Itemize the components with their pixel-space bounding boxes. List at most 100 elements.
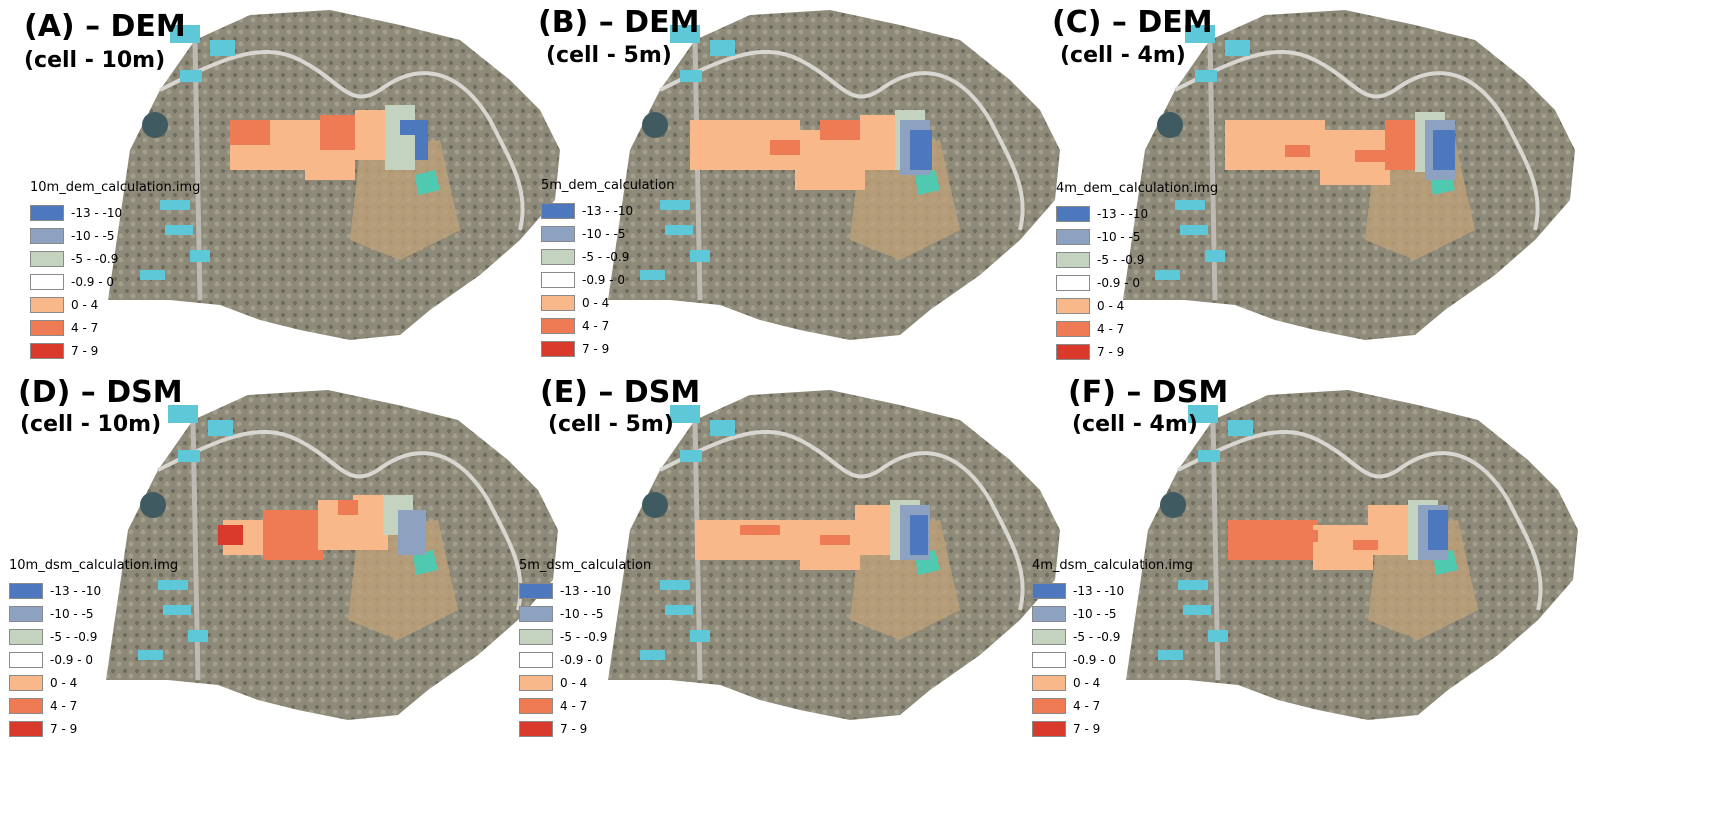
legend-title: 4m_dem_calculation.img <box>1056 181 1219 196</box>
legend-label: -5 - -0.9 <box>1073 629 1121 644</box>
elevation-change-cell <box>820 120 860 140</box>
legend-swatch <box>9 720 43 737</box>
legend-item: -13 - -10 <box>541 199 674 222</box>
elevation-change-cell <box>1428 510 1448 550</box>
legend-swatch <box>519 674 553 691</box>
elevation-change-cell <box>218 525 243 545</box>
building <box>180 70 202 82</box>
orthophoto-map-panel-4 <box>106 390 558 720</box>
legend-item: 7 - 9 <box>1056 340 1218 363</box>
legend: 4m_dsm_calculation.img -13 - -10 -10 - -5 -… <box>1032 558 1193 740</box>
legend-swatch <box>30 319 64 336</box>
legend-label: 4 - 7 <box>582 318 610 333</box>
building <box>210 40 235 56</box>
road-line <box>157 430 523 611</box>
legend-label: -0.9 - 0 <box>560 652 604 667</box>
water-tank <box>642 112 668 138</box>
legend-item: -13 - -10 <box>519 579 651 602</box>
building <box>1178 580 1208 590</box>
legend-item: -5 - -0.9 <box>1032 625 1193 648</box>
legend-item: 4 - 7 <box>30 316 200 339</box>
legend-swatch <box>1032 582 1066 599</box>
building <box>640 650 665 660</box>
elevation-change-cell <box>1268 530 1318 542</box>
terrain-area <box>106 390 558 720</box>
building <box>1198 450 1220 462</box>
legend-label: 4 - 7 <box>560 698 588 713</box>
legend-swatch <box>1056 297 1090 314</box>
legend-label: -5 - -0.9 <box>560 629 608 644</box>
building <box>680 450 702 462</box>
legend-swatch <box>1056 251 1090 268</box>
orthophoto-map-panel-1 <box>108 10 560 340</box>
legend-item: 0 - 4 <box>9 671 178 694</box>
legend-item: 7 - 9 <box>9 717 178 740</box>
legend-swatch <box>541 271 575 288</box>
legend-swatch <box>30 204 64 221</box>
elevation-change-cell <box>305 150 355 180</box>
water-tank <box>140 492 166 518</box>
legend-label: 7 - 9 <box>71 343 99 358</box>
legend-item: -0.9 - 0 <box>519 648 651 671</box>
elevation-change-cell <box>770 140 800 155</box>
legend-swatch <box>1032 720 1066 737</box>
legend-item: -10 - -5 <box>1032 602 1193 625</box>
legend-swatch <box>541 317 575 334</box>
legend-item: -10 - -5 <box>541 222 674 245</box>
building <box>140 270 165 280</box>
elevation-change-cell <box>263 510 323 560</box>
legend-label: -10 - -5 <box>582 226 626 241</box>
legend-label: -10 - -5 <box>50 606 94 621</box>
building <box>660 580 690 590</box>
legend-label: -10 - -5 <box>71 228 115 243</box>
legend-swatch <box>541 340 575 357</box>
legend-swatch <box>9 582 43 599</box>
legend-swatch <box>9 651 43 668</box>
legend-swatch <box>541 248 575 265</box>
legend-item: -10 - -5 <box>1056 225 1218 248</box>
building <box>1175 200 1205 210</box>
legend-swatch <box>1056 320 1090 337</box>
legend-label: -5 - -0.9 <box>71 251 119 266</box>
elevation-change-cell <box>230 120 270 145</box>
pond <box>915 170 940 195</box>
panel-subtitle: (cell - 10m) <box>24 48 166 73</box>
elevation-change-cell <box>355 110 385 160</box>
building <box>138 650 163 660</box>
pond <box>413 550 438 575</box>
building <box>1155 270 1180 280</box>
orthophoto-map-panel-5 <box>608 390 1060 720</box>
legend-swatch <box>541 202 575 219</box>
panel-subtitle: (cell - 5m) <box>548 412 674 437</box>
building <box>1205 250 1225 262</box>
legend-item: -5 - -0.9 <box>9 625 178 648</box>
elevation-change-cell <box>910 515 928 555</box>
legend-item: -0.9 - 0 <box>1032 648 1193 671</box>
elevation-change-cell <box>740 525 780 535</box>
legend-swatch <box>30 227 64 244</box>
legend-swatch <box>1032 605 1066 622</box>
road-line <box>659 50 1025 231</box>
building <box>1180 225 1208 235</box>
panel-subtitle: (cell - 5m) <box>546 43 672 68</box>
elevation-change-cell <box>820 535 850 545</box>
elevation-change-cell <box>1355 150 1385 162</box>
legend: 4m_dem_calculation.img -13 - -10 -10 - -5 -… <box>1056 181 1218 363</box>
water-tank <box>142 112 168 138</box>
orthophoto-map-panel-6 <box>1126 390 1578 720</box>
legend-label: 7 - 9 <box>560 721 588 736</box>
legend-item: -13 - -10 <box>1056 202 1218 225</box>
building <box>178 450 200 462</box>
legend-label: -10 - -5 <box>1073 606 1117 621</box>
legend-swatch <box>519 582 553 599</box>
elevation-change-cell <box>385 135 415 170</box>
panel-title: (A) – DEM <box>24 9 186 44</box>
building <box>1183 605 1211 615</box>
water-tank <box>1157 112 1183 138</box>
legend-item: -0.9 - 0 <box>1056 271 1218 294</box>
legend-item: -13 - -10 <box>30 201 200 224</box>
legend-label: -13 - -10 <box>71 205 123 220</box>
panel-title: (B) – DEM <box>538 5 700 40</box>
bare-field <box>350 140 460 260</box>
legend-title: 5m_dsm_calculation <box>519 558 652 573</box>
